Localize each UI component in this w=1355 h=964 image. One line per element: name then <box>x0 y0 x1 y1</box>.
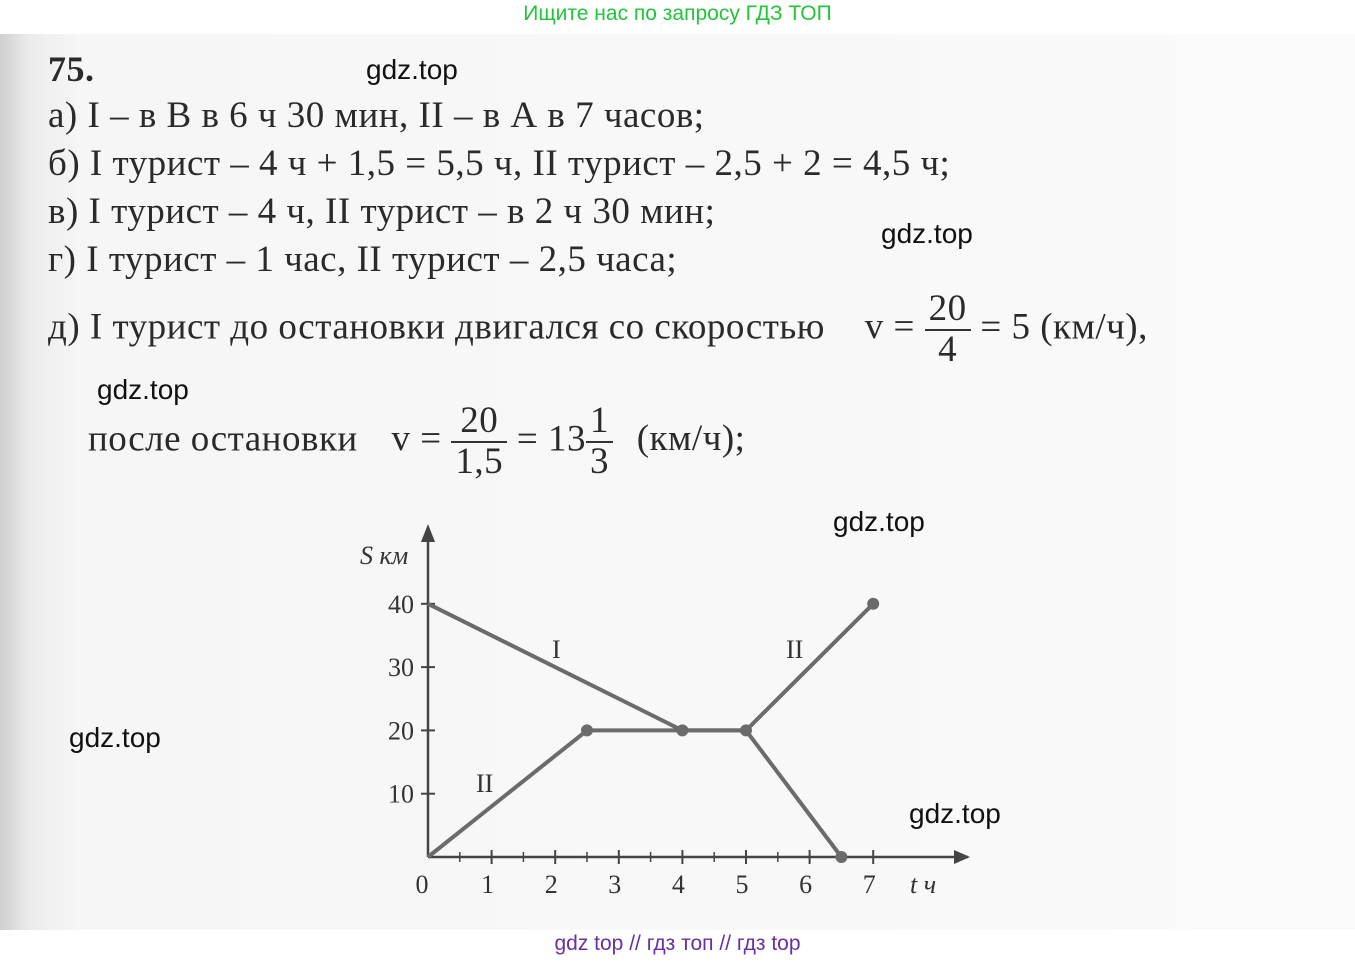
x-axis-label: t ч <box>910 870 936 899</box>
series-line-II <box>426 602 875 859</box>
top-banner: Ищите нас по запросу ГДЗ ТОП <box>523 2 832 25</box>
fraction: 20 1,5 <box>451 401 508 482</box>
y-tick-label: 30 <box>388 653 414 682</box>
answer-e: после остановки v = 20 1,5 = 13 1 3 (км/ч); <box>88 401 746 482</box>
x-tick-label: 4 <box>672 870 685 899</box>
problem-number: 75. <box>48 49 95 89</box>
x-tick-label: 2 <box>545 870 558 899</box>
answer-e-text: после остановки <box>88 418 358 460</box>
answer-d: д) I турист до остановки двигался со ско… <box>48 289 1148 370</box>
answer-b: б) I турист – 4 ч + 1,5 = 5,5 ч, II тури… <box>48 143 951 184</box>
series-label-I: I <box>552 635 561 664</box>
x-axis-arrow <box>954 850 970 864</box>
answer-a: а) I – в В в 6 ч 30 мин, II – в А в 7 ча… <box>48 95 705 136</box>
velocity-label: v = <box>391 418 442 460</box>
velocity-result: = 5 (км/ч), <box>980 306 1148 348</box>
y-tick-label: 20 <box>388 716 414 745</box>
bottom-banner: gdz top // гдз топ // гдз top <box>554 932 801 955</box>
numerator: 20 <box>451 401 508 443</box>
velocity-unit: (км/ч); <box>636 418 746 460</box>
numerator: 20 <box>924 289 971 331</box>
watermark: gdz.top <box>97 374 189 405</box>
x-tick-label: 5 <box>736 870 749 899</box>
y-tick-label: 40 <box>388 590 414 619</box>
denominator: 1,5 <box>455 440 504 482</box>
denominator: 3 <box>589 440 609 482</box>
x-tick-label: 0 <box>416 870 429 899</box>
velocity-label: v = <box>864 306 915 348</box>
answer-g: г) I турист – 1 час, II турист – 2,5 час… <box>48 239 678 280</box>
series-label-II: II <box>476 769 493 798</box>
x-tick-label: 3 <box>608 870 621 899</box>
answer-v: в) I турист – 4 ч, II турист – в 2 ч 30 … <box>48 191 716 232</box>
series-label-II: II <box>786 635 803 664</box>
watermark: gdz.top <box>881 218 973 249</box>
y-axis-arrow <box>421 524 435 542</box>
velocity-eq: = 13 <box>516 418 586 460</box>
data-point <box>581 724 593 737</box>
data-point <box>867 597 880 610</box>
denominator: 4 <box>938 328 958 370</box>
watermark: gdz.top <box>69 722 161 753</box>
numerator: 1 <box>585 401 613 443</box>
y-axis-label: S км <box>360 541 408 570</box>
x-tick-label: 6 <box>799 870 812 899</box>
fraction: 20 4 <box>924 289 971 370</box>
data-point <box>835 851 848 863</box>
y-tick-label: 10 <box>388 780 414 809</box>
answer-d-text: д) I турист до остановки двигался со ско… <box>48 306 825 348</box>
watermark: gdz.top <box>366 54 458 85</box>
watermark: gdz.top <box>909 798 1001 829</box>
x-tick-label: 7 <box>863 870 876 899</box>
x-tick-label: 1 <box>481 870 494 899</box>
scanned-page <box>0 34 1355 930</box>
watermark: gdz.top <box>833 506 925 537</box>
